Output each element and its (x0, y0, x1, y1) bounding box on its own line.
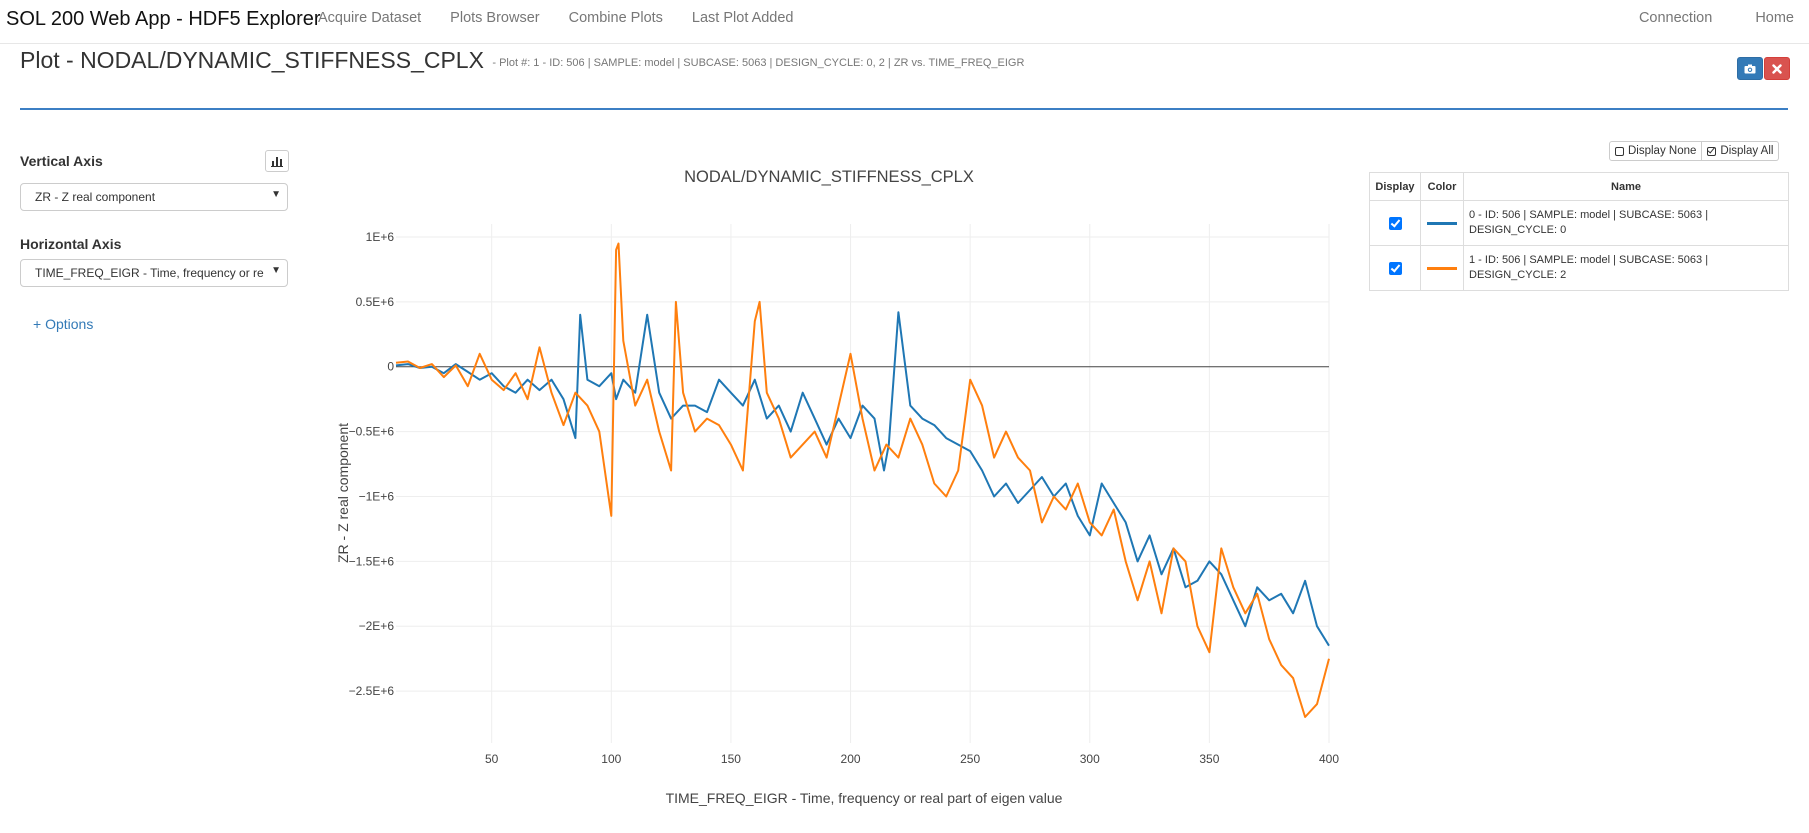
display-cell (1369, 245, 1421, 291)
nav-home[interactable]: Home (1755, 10, 1794, 26)
nav-links: Acquire Dataset Plots Browser Combine Pl… (318, 10, 823, 26)
y-tick-label: −1.5E+6 (349, 554, 395, 568)
vertical-axis-label: Vertical Axis (20, 153, 103, 169)
chart-title: NODAL/DYNAMIC_STIFFNESS_CPLX (684, 168, 974, 186)
x-tick-label: 250 (960, 752, 980, 766)
legend-row: 1 - ID: 506 | SAMPLE: model | SUBCASE: 5… (1369, 245, 1789, 291)
x-tick-label: 50 (485, 752, 499, 766)
series-color-swatch (1427, 221, 1457, 225)
options-link[interactable]: + Options (33, 316, 94, 332)
y-tick-label: −2.5E+6 (349, 684, 395, 698)
y-tick-label: −2E+6 (359, 619, 395, 633)
page-title: Plot - NODAL/DYNAMIC_STIFFNESS_CPLX - Pl… (20, 47, 1024, 74)
horizontal-axis-label: Horizontal Axis (20, 236, 122, 252)
navbar: SOL 200 Web App - HDF5 Explorer Acquire … (0, 0, 1809, 44)
series-name-line1: 0 - ID: 506 | SAMPLE: model | SUBCASE: 5… (1469, 209, 1709, 221)
display-cell (1369, 200, 1421, 246)
display-all-label: Display All (1720, 145, 1774, 157)
x-axis-label: TIME_FREQ_EIGR - Time, frequency or real… (666, 790, 1063, 806)
color-cell (1420, 245, 1464, 291)
nav-connection[interactable]: Connection (1638, 10, 1713, 26)
y-tick-label: −1E+6 (359, 489, 395, 503)
y-tick-label: 0 (387, 360, 394, 374)
name-cell: 1 - ID: 506 | SAMPLE: model | SUBCASE: 5… (1463, 245, 1789, 291)
name-cell: 0 - ID: 506 | SAMPLE: model | SUBCASE: 5… (1463, 200, 1789, 246)
y-tick-label: 1E+6 (366, 230, 395, 244)
header-name: Name (1463, 172, 1789, 201)
series-checkbox[interactable] (1388, 216, 1402, 230)
display-none-label: Display None (1628, 145, 1697, 157)
camera-icon (1744, 64, 1756, 73)
header-display: Display (1369, 172, 1421, 201)
x-tick-label: 300 (1080, 752, 1100, 766)
x-tick-label: 400 (1319, 752, 1339, 766)
display-toggle-group: Display None Display All (1609, 141, 1780, 161)
series-line-1 (395, 242, 1330, 718)
x-tick-label: 350 (1199, 752, 1219, 766)
legend-header-row: Display Color Name (1369, 172, 1789, 201)
grid-lines (396, 224, 1330, 743)
vertical-axis-value: ZR - Z real component (35, 190, 156, 204)
series-legend-table: Display Color Name 0 - ID: 506 | SAMPLE:… (1369, 172, 1789, 291)
vertical-axis-select[interactable]: ZR - Z real component ▼ (20, 183, 288, 211)
chevron-down-icon: ▼ (271, 265, 281, 276)
nav-combine-plots[interactable]: Combine Plots (568, 10, 663, 26)
x-tick-label: 150 (721, 752, 741, 766)
x-tick-label: 200 (841, 752, 861, 766)
display-none-button[interactable]: Display None (1609, 141, 1703, 161)
display-all-button[interactable]: Display All (1702, 141, 1780, 161)
legend-row: 0 - ID: 506 | SAMPLE: model | SUBCASE: 5… (1369, 200, 1789, 246)
nav-acquire-dataset[interactable]: Acquire Dataset (318, 10, 422, 26)
x-tick-label: 100 (601, 752, 621, 766)
chart-type-button[interactable] (265, 150, 289, 172)
color-cell (1420, 200, 1464, 246)
square-icon (1615, 146, 1624, 156)
page-title-text: Plot - NODAL/DYNAMIC_STIFFNESS_CPLX (20, 47, 484, 73)
y-axis-label: ZR - Z real component (335, 423, 351, 563)
close-plot-button[interactable] (1764, 57, 1790, 80)
series-name-line2: DESIGN_CYCLE: 0 (1469, 224, 1567, 236)
axis-ticks: 50 100 150 200 250 300 350 400 1E+6 0.5E+6 0 −0.5E+… (349, 230, 1340, 766)
series-checkbox[interactable] (1388, 261, 1402, 275)
series-line-0 (395, 311, 1330, 647)
close-icon (1772, 63, 1782, 74)
y-tick-label: 0.5E+6 (356, 295, 395, 309)
header-divider (20, 108, 1788, 110)
horizontal-axis-value: TIME_FREQ_EIGR - Time, frequency or re (35, 266, 264, 280)
check-square-icon (1707, 146, 1717, 156)
bar-chart-icon (271, 157, 283, 167)
horizontal-axis-select[interactable]: TIME_FREQ_EIGR - Time, frequency or re ▼ (20, 259, 288, 287)
series-color-swatch (1427, 266, 1457, 270)
y-tick-label: −0.5E+6 (349, 425, 395, 439)
chart-series (395, 242, 1330, 718)
chevron-down-icon: ▼ (271, 189, 281, 200)
screenshot-button[interactable] (1737, 57, 1763, 80)
nav-plots-browser[interactable]: Plots Browser (450, 10, 540, 26)
header-color: Color (1420, 172, 1464, 201)
nav-last-plot-added[interactable]: Last Plot Added (691, 10, 794, 26)
brand-title[interactable]: SOL 200 Web App - HDF5 Explorer (6, 8, 321, 30)
nav-right-links: Connection Home (1611, 10, 1809, 26)
series-name-line1: 1 - ID: 506 | SAMPLE: model | SUBCASE: 5… (1469, 254, 1709, 266)
series-name-line2: DESIGN_CYCLE: 2 (1469, 269, 1567, 281)
page-subtitle: - Plot #: 1 - ID: 506 | SAMPLE: model | … (492, 57, 1025, 69)
